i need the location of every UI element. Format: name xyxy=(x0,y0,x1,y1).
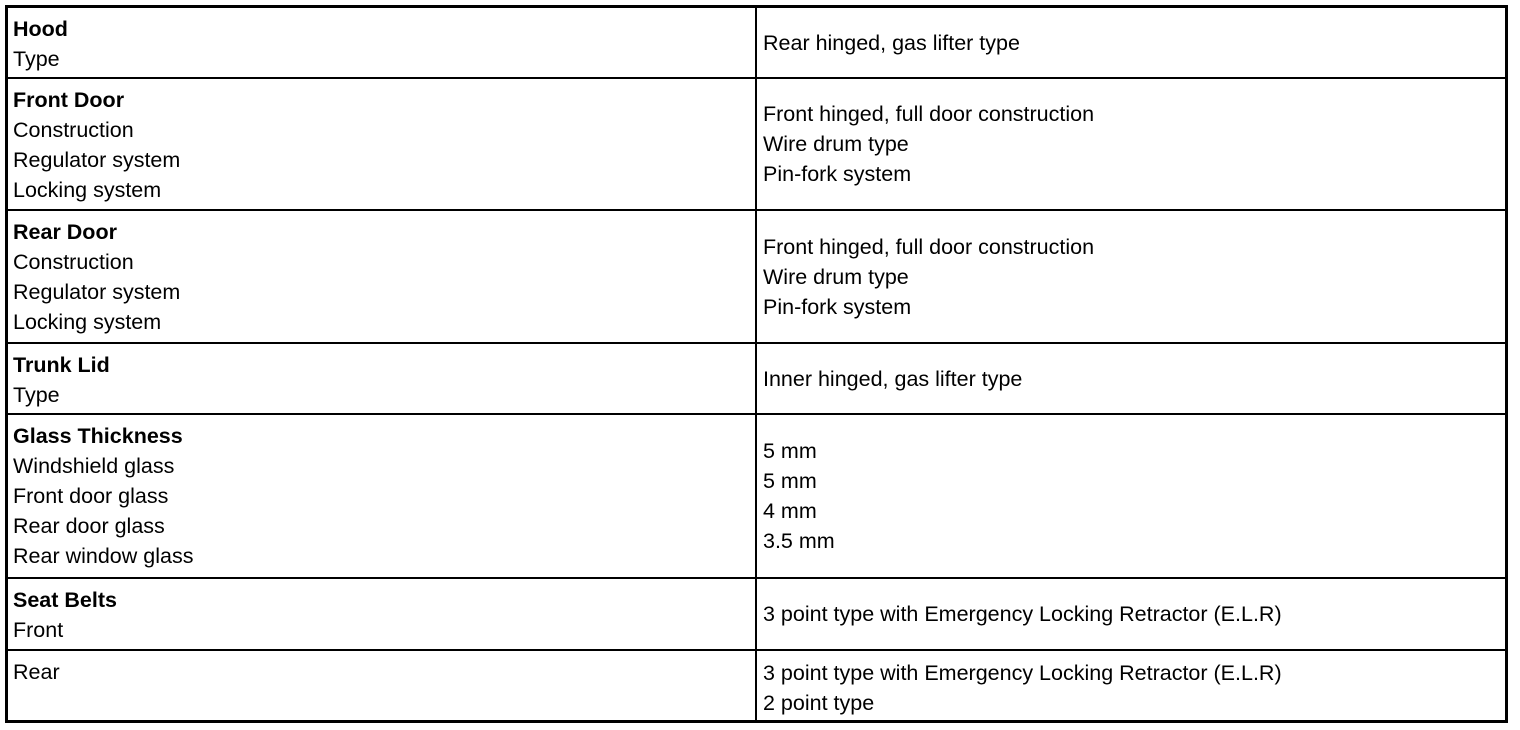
table-row: Trunk Lid Type Inner hinged, gas lifter ty… xyxy=(8,344,1505,415)
table-row: Glass Thickness Windshield glass Front doo… xyxy=(8,415,1505,579)
spec-label: Construction xyxy=(13,118,134,142)
spec-value: 4 mm xyxy=(763,499,817,523)
spec-value-cell: Front hinged, full door construction Wire… xyxy=(757,211,1505,342)
spec-label-cell: Hood Type xyxy=(8,8,757,77)
spec-label: Front xyxy=(13,618,64,642)
section-heading: Glass Thickness xyxy=(13,424,183,448)
spec-value: 3 point type with Emergency Locking Retr… xyxy=(763,660,1282,685)
spec-label: Locking system xyxy=(13,310,162,334)
spec-label: Locking system xyxy=(13,178,162,202)
spec-value-cell: Rear hinged, gas lifter type xyxy=(757,8,1505,77)
section-heading: Rear Door xyxy=(13,220,117,244)
spec-label: Rear xyxy=(13,660,60,684)
spec-value-cell: 3 point type with Emergency Locking Retr… xyxy=(757,579,1505,649)
spec-label: Type xyxy=(13,47,60,71)
spec-value: 3.5 mm xyxy=(763,529,835,553)
spec-label: Front door glass xyxy=(13,484,169,508)
spec-value-cell: 3 point type with Emergency Locking Retr… xyxy=(757,651,1505,720)
table-row: Hood Type Rear hinged, gas lifter type xyxy=(8,8,1505,79)
spec-value: Pin-fork system xyxy=(763,294,912,319)
section-heading: Hood xyxy=(13,17,68,41)
spec-value: 5 mm xyxy=(763,469,817,493)
specification-table: Hood Type Rear hinged, gas lifter type Fron… xyxy=(5,5,1508,723)
spec-value-cell: Front hinged, full door construction Wire… xyxy=(757,79,1505,209)
spec-label: Regulator system xyxy=(13,280,181,304)
section-heading: Front Door xyxy=(13,88,125,112)
spec-value: Inner hinged, gas lifter type xyxy=(763,366,1023,391)
spec-value: Front hinged, full door construction xyxy=(763,102,1095,126)
spec-value: Pin-fork system xyxy=(763,162,912,186)
table-row: Rear 3 point type with Emergency Locking … xyxy=(8,651,1505,720)
spec-label-cell: Glass Thickness Windshield glass Front doo… xyxy=(8,415,757,577)
spec-value-cell: 5 mm 5 mm 4 mm 3.5 mm xyxy=(757,415,1505,577)
section-heading: Trunk Lid xyxy=(13,353,110,377)
spec-value: Wire drum type xyxy=(763,132,909,156)
spec-label-cell: Trunk Lid Type xyxy=(8,344,757,413)
spec-label: Type xyxy=(13,383,60,407)
spec-label: Rear door glass xyxy=(13,514,165,538)
section-heading: Seat Belts xyxy=(13,588,117,612)
spec-label-cell: Rear xyxy=(8,651,757,720)
spec-label: Windshield glass xyxy=(13,454,175,478)
spec-label-cell: Front Door Construction Regulator system Lo… xyxy=(8,79,757,209)
spec-value: 5 mm xyxy=(763,439,817,463)
spec-value-cell: Inner hinged, gas lifter type xyxy=(757,344,1505,413)
spec-label: Regulator system xyxy=(13,148,181,172)
spec-value: Rear hinged, gas lifter type xyxy=(763,30,1020,55)
spec-value: Front hinged, full door construction xyxy=(763,234,1095,259)
table-row: Rear Door Construction Regulator system Loc… xyxy=(8,211,1505,344)
spec-label: Rear window glass xyxy=(13,544,194,568)
spec-value: Wire drum type xyxy=(763,264,909,289)
spec-label: Construction xyxy=(13,250,134,274)
spec-label-cell: Seat Belts Front xyxy=(8,579,757,649)
spec-value: 3 point type with Emergency Locking Retr… xyxy=(763,602,1282,626)
table-row: Seat Belts Front 3 point type with Emergen… xyxy=(8,579,1505,651)
spec-label-cell: Rear Door Construction Regulator system Loc… xyxy=(8,211,757,342)
table-row: Front Door Construction Regulator system Lo… xyxy=(8,79,1505,211)
spec-value: 2 point type xyxy=(763,690,875,715)
